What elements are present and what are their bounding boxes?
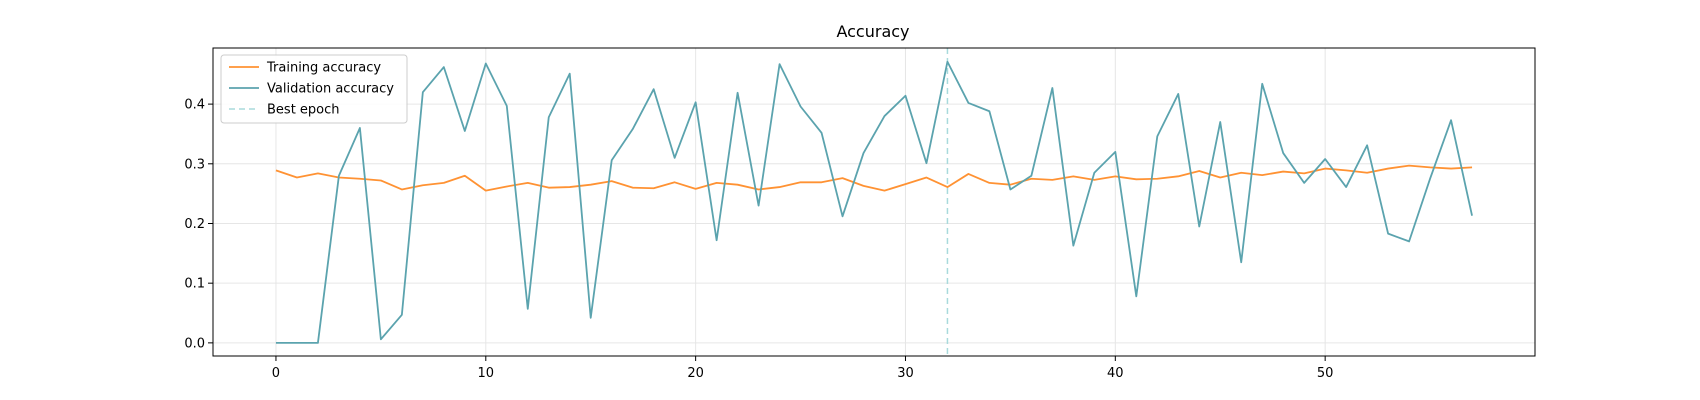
legend-label: Training accuracy (266, 61, 381, 76)
legend-entry-best-epoch: Best epoch (229, 103, 340, 118)
grid-lines (213, 48, 1535, 356)
y-axis: 0.0 0.1 0.2 0.3 0.4 (184, 98, 213, 351)
series-line-training-accuracy (275, 164, 1473, 192)
x-axis: 0 10 20 30 40 50 (272, 356, 1334, 381)
legend-box (220, 54, 408, 124)
x-tick-label: 20 (687, 366, 704, 381)
y-tick-label: 0.4 (184, 98, 205, 113)
chart-title: Accuracy (836, 22, 909, 41)
x-tick-label: 50 (1317, 366, 1334, 381)
y-tick-label: 0.1 (184, 277, 205, 292)
x-tick-label: 40 (1107, 366, 1124, 381)
x-tick-label: 10 (478, 366, 495, 381)
legend-label: Validation accuracy (267, 82, 394, 97)
y-tick-label: 0.2 (184, 217, 205, 232)
x-tick-label: 0 (272, 366, 280, 381)
legend-label: Best epoch (267, 103, 340, 118)
x-tick-label: 30 (897, 366, 914, 381)
y-tick-label: 0.0 (184, 336, 205, 351)
legend-entry-validation-accuracy: Validation accuracy (229, 82, 394, 97)
legend: Training accuracy Validation accuracy Best… (220, 54, 408, 124)
y-tick-label: 0.3 (184, 157, 205, 172)
legend-entry-training-accuracy: Training accuracy (229, 61, 381, 76)
series-layer (275, 60, 1473, 344)
series-line-validation-accuracy (275, 60, 1473, 344)
plot-frame (212, 47, 1536, 357)
